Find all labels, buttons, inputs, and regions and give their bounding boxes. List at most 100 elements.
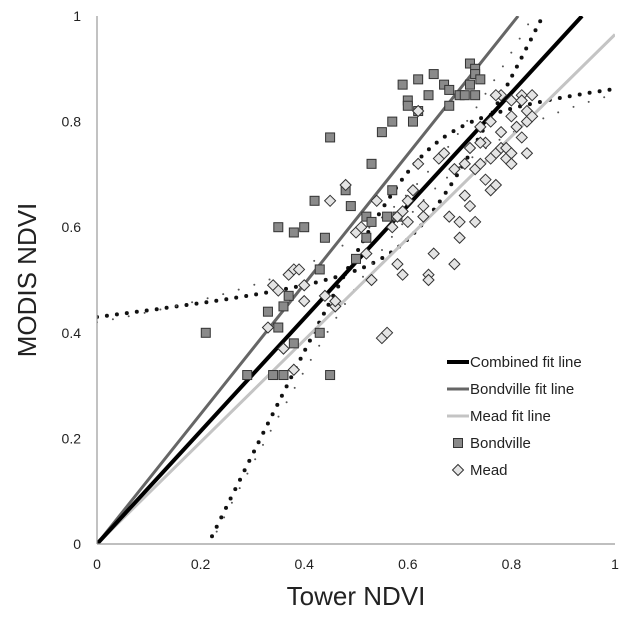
mead-point: [329, 294, 342, 308]
inner-band-dot-lower: [597, 89, 602, 94]
mead-point: [453, 215, 466, 229]
inner-band-dot-upper: [224, 297, 229, 302]
inner-band-dot-lower: [224, 505, 228, 510]
bondville-point: [459, 90, 470, 101]
bondville-point: [288, 338, 299, 349]
mead-fit-line: [97, 33, 615, 544]
x-tick-label: 1: [611, 556, 619, 572]
mead-point: [422, 273, 435, 287]
outer-band-dot-upper: [127, 315, 130, 318]
x-tick-label: 0.2: [191, 556, 211, 572]
bondville-point: [273, 322, 284, 333]
legend-label-bondville: Bondville: [470, 435, 531, 452]
bondville-point: [278, 301, 289, 312]
outer-band-dot-upper: [175, 305, 178, 307]
mead-point: [297, 294, 311, 308]
inner-band-dot-lower: [242, 468, 247, 473]
outer-band-dot-upper: [237, 288, 240, 291]
bondville-point: [325, 132, 336, 143]
inner-band-dot-lower: [210, 534, 214, 539]
outer-band-dot-lower: [277, 415, 280, 418]
mead-point: [474, 120, 487, 134]
outer-band-dot-upper: [427, 170, 429, 173]
mead-point: [272, 284, 285, 297]
bondville-point: [314, 264, 325, 275]
inner-band-dot-lower: [426, 147, 431, 152]
mead-point: [453, 231, 466, 244]
inner-band-dot-upper: [254, 292, 259, 297]
mead-point: [484, 115, 497, 128]
outer-band-dot-lower: [371, 262, 374, 265]
outer-band-dot-upper: [253, 283, 256, 286]
mead-point: [354, 220, 368, 234]
x-tick-label: 0.8: [502, 556, 522, 572]
y-tick-label: 1: [73, 8, 81, 24]
x-axis-title: Tower NDVI: [287, 581, 426, 611]
mead-point: [474, 157, 487, 171]
inner-band-dot-lower: [537, 100, 542, 104]
x-tick-label: 0.6: [398, 556, 418, 572]
inner-band-dot-upper: [144, 308, 149, 313]
mead-point: [417, 210, 430, 223]
inner-band-dot-lower: [256, 440, 261, 445]
bondville-point: [423, 90, 434, 101]
bondville-point: [397, 79, 408, 90]
outer-band-dot-lower: [587, 100, 590, 103]
bondville-point: [376, 127, 387, 138]
outer-band-dot-upper: [368, 226, 371, 229]
inner-band-dot-upper: [443, 190, 448, 195]
inner-band-dot-lower: [527, 102, 532, 107]
bondville-point: [382, 211, 393, 222]
outer-band-dot-lower: [390, 235, 393, 238]
inner-band-dot-lower: [265, 421, 270, 426]
outer-band-dot-lower: [471, 156, 474, 159]
legend-label-mead-line: Mead fit line: [470, 408, 551, 425]
outer-band-dot-lower: [262, 443, 264, 446]
inner-band-dot-upper: [244, 294, 249, 298]
mead-point: [458, 189, 471, 202]
data-points: [200, 58, 539, 381]
y-tick-label: 0.6: [62, 219, 82, 235]
bondville-point: [361, 232, 372, 243]
outer-band-dot-lower: [285, 401, 288, 404]
outer-band-dot-upper: [510, 51, 513, 54]
mead-point: [489, 88, 503, 102]
legend-swatch-bondville: [453, 438, 463, 448]
outer-band-dot-lower: [344, 303, 346, 305]
mead-point: [318, 289, 332, 303]
mead-point: [520, 147, 534, 160]
outer-band-dot-upper: [268, 278, 271, 281]
mead-point: [391, 257, 404, 271]
outer-band-dot-lower: [603, 96, 606, 99]
bondville-point: [314, 327, 325, 338]
bondville-point: [262, 306, 273, 317]
inner-band-dot-upper: [538, 19, 543, 24]
bondville-point: [387, 185, 398, 196]
outer-band-dot-upper: [206, 297, 209, 300]
mead-point: [411, 157, 425, 171]
bondville-point: [402, 100, 413, 111]
inner-band-dot-upper: [204, 300, 209, 305]
inner-band-dot-lower: [508, 107, 513, 111]
outer-band-dot-lower: [362, 275, 364, 278]
inner-band-dot-lower: [279, 393, 284, 398]
outer-band-dot-upper: [191, 301, 194, 304]
mead-point: [401, 194, 415, 208]
outer-band-dot-lower: [309, 358, 312, 361]
inner-band-dot-upper: [323, 277, 328, 282]
mead-point: [448, 257, 461, 271]
mead-point: [277, 342, 290, 355]
y-tick-label: 0: [73, 536, 81, 552]
bondville-point: [470, 69, 481, 80]
inner-band-dot-upper: [134, 309, 139, 314]
inner-band-dot-upper: [528, 37, 533, 42]
inner-band-dot-lower: [214, 524, 219, 529]
outer-band-dot-lower: [208, 545, 210, 547]
x-tick-label: 0.4: [294, 556, 314, 572]
outer-band-dot-upper: [456, 133, 459, 135]
mead-point: [510, 120, 523, 134]
mead-point: [386, 220, 399, 234]
inner-band-dot-upper: [362, 265, 366, 270]
bondville-point: [387, 116, 398, 127]
